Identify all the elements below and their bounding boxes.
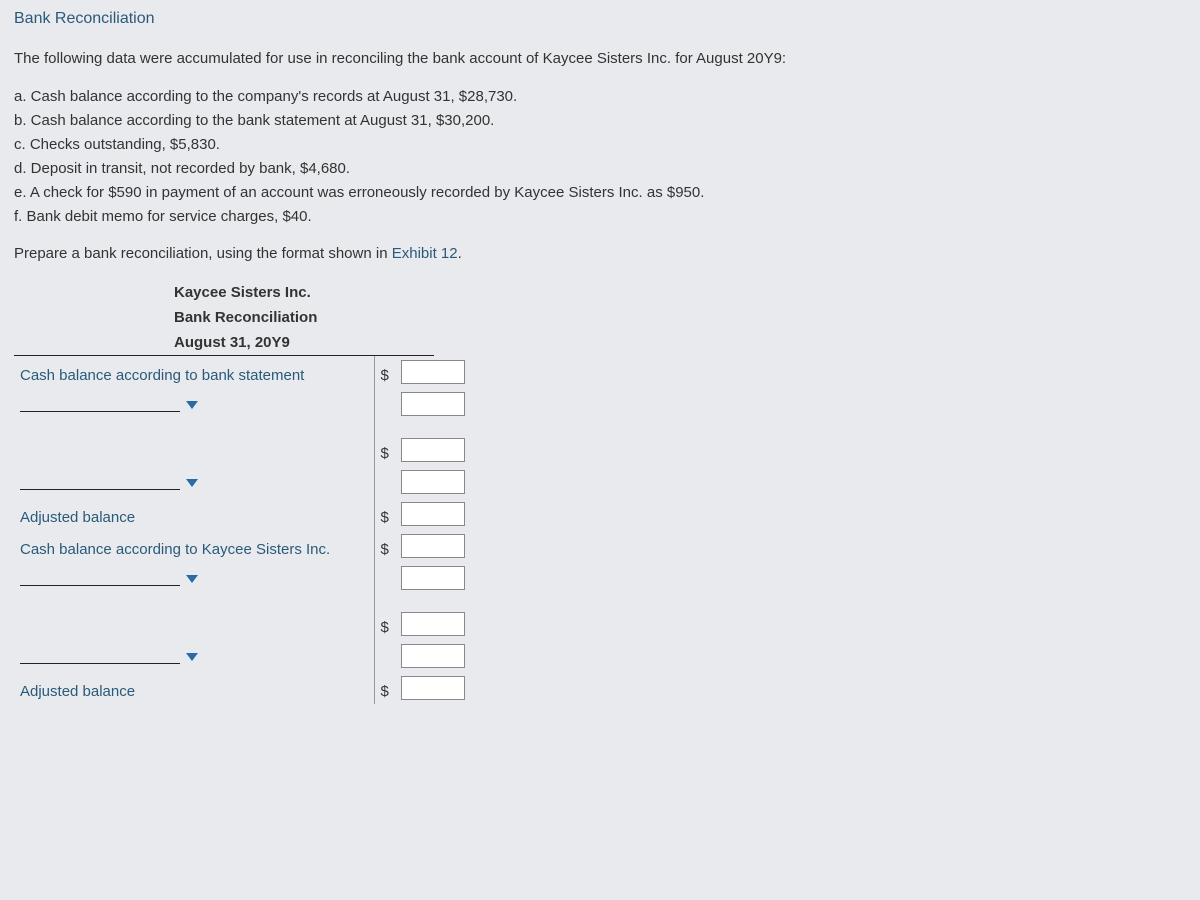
dollar-sign <box>374 466 395 498</box>
problem-intro: The following data were accumulated for … <box>14 48 1186 71</box>
company-subtotal-input[interactable] <box>401 612 465 636</box>
table-row: $ <box>14 434 475 466</box>
list-item: e. A check for $590 in payment of an acc… <box>14 181 1186 205</box>
adjusted2-input[interactable] <box>401 676 465 700</box>
dollar-sign: $ <box>374 434 395 466</box>
instruction-suffix: . <box>458 245 462 262</box>
bank-subtotal-input[interactable] <box>401 438 465 462</box>
table-row: $ <box>14 608 475 640</box>
dollar-sign: $ <box>374 530 395 562</box>
bank-add-dropdown[interactable] <box>20 394 198 412</box>
dropdown-field[interactable] <box>20 568 180 586</box>
recon-date: August 31, 20Y9 <box>14 330 475 355</box>
dollar-sign: $ <box>374 356 395 388</box>
table-row: Cash balance according to bank statement… <box>14 356 475 388</box>
dollar-sign <box>374 388 395 420</box>
table-row <box>14 388 475 420</box>
chevron-down-icon[interactable] <box>186 401 198 409</box>
given-data-list: a. Cash balance according to the company… <box>14 85 1186 229</box>
list-item: b. Cash balance according to the bank st… <box>14 109 1186 133</box>
chevron-down-icon[interactable] <box>186 479 198 487</box>
bank-deduct-input[interactable] <box>401 470 465 494</box>
table-row <box>14 466 475 498</box>
exhibit-link[interactable]: Exhibit 12 <box>392 245 458 262</box>
dropdown-field[interactable] <box>20 394 180 412</box>
list-item: f. Bank debit memo for service charges, … <box>14 205 1186 229</box>
adjusted1-label: Adjusted balance <box>14 498 374 530</box>
chevron-down-icon[interactable] <box>186 575 198 583</box>
dollar-sign <box>374 640 395 672</box>
table-row: Adjusted balance $ <box>14 672 475 704</box>
company-add-input[interactable] <box>401 566 465 590</box>
dropdown-field[interactable] <box>20 472 180 490</box>
dropdown-field[interactable] <box>20 646 180 664</box>
list-item: c. Checks outstanding, $5,830. <box>14 133 1186 157</box>
instruction-prefix: Prepare a bank reconciliation, using the… <box>14 245 392 262</box>
dollar-sign: $ <box>374 672 395 704</box>
bank-stmt-label: Cash balance according to bank statement <box>14 356 374 388</box>
recon-company: Kaycee Sisters Inc. <box>14 280 475 305</box>
instruction-line: Prepare a bank reconciliation, using the… <box>14 245 1186 262</box>
dollar-sign: $ <box>374 498 395 530</box>
chevron-down-icon[interactable] <box>186 653 198 661</box>
company-add-dropdown[interactable] <box>20 568 198 586</box>
company-bal-input[interactable] <box>401 534 465 558</box>
list-item: d. Deposit in transit, not recorded by b… <box>14 157 1186 181</box>
bank-stmt-input[interactable] <box>401 360 465 384</box>
company-label: Cash balance according to Kaycee Sisters… <box>14 530 374 562</box>
reconciliation-table: Kaycee Sisters Inc. Bank Reconciliation … <box>14 280 475 704</box>
company-deduct-input[interactable] <box>401 644 465 668</box>
bank-add-input[interactable] <box>401 392 465 416</box>
list-item: a. Cash balance according to the company… <box>14 85 1186 109</box>
table-row <box>14 640 475 672</box>
table-row: Adjusted balance $ <box>14 498 475 530</box>
table-row: Cash balance according to Kaycee Sisters… <box>14 530 475 562</box>
dollar-sign: $ <box>374 608 395 640</box>
adjusted2-label: Adjusted balance <box>14 672 374 704</box>
bank-deduct-dropdown[interactable] <box>20 472 198 490</box>
page-title: Bank Reconciliation <box>14 10 1186 28</box>
company-deduct-dropdown[interactable] <box>20 646 198 664</box>
table-row <box>14 562 475 594</box>
adjusted1-input[interactable] <box>401 502 465 526</box>
dollar-sign <box>374 562 395 594</box>
recon-title: Bank Reconciliation <box>14 305 475 330</box>
